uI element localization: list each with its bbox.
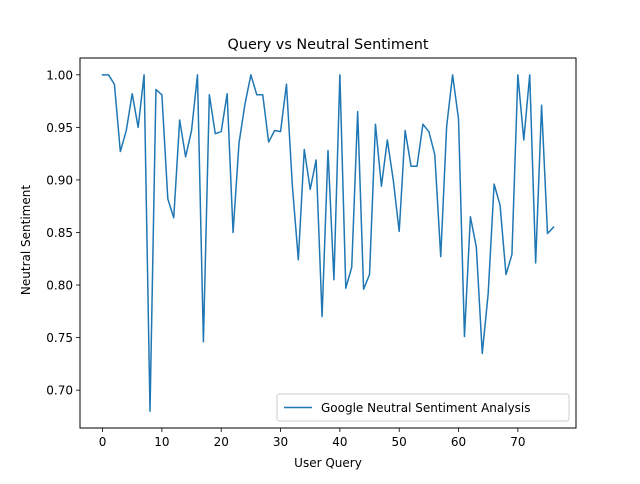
y-tick-label: 0.85 [46,226,73,240]
series-line-0 [101,74,555,412]
legend-box [276,393,570,422]
x-tick-label: 30 [273,435,288,449]
y-tick-label: 0.70 [46,384,73,398]
legend: Google Neutral Sentiment Analysis [276,393,570,422]
chart-title: Query vs Neutral Sentiment [228,37,429,53]
series-layer [101,74,555,412]
x-tick-label: 0 [99,435,107,449]
y-tick-label: 0.80 [46,279,73,293]
y-tick-label: 1.00 [46,68,73,82]
y-axis-ticks: 0.70 0.75 0.80 0.85 0.90 0.95 1.00 [46,68,80,398]
x-tick-label: 60 [451,435,466,449]
x-axis-label: User Query [294,456,362,470]
x-tick-label: 20 [214,435,229,449]
x-axis-ticks: 0 10 20 30 40 50 60 70 [99,428,525,449]
plot-frame [79,57,577,429]
x-tick-label: 40 [332,435,347,449]
legend-label: Google Neutral Sentiment Analysis [321,401,531,415]
y-tick-label: 0.75 [46,331,73,345]
y-tick-label: 0.90 [46,173,73,187]
y-axis-label: Neutral Sentiment [19,185,33,295]
x-tick-label: 50 [392,435,407,449]
y-tick-label: 0.95 [46,121,73,135]
x-tick-label: 70 [510,435,525,449]
x-tick-label: 10 [154,435,169,449]
